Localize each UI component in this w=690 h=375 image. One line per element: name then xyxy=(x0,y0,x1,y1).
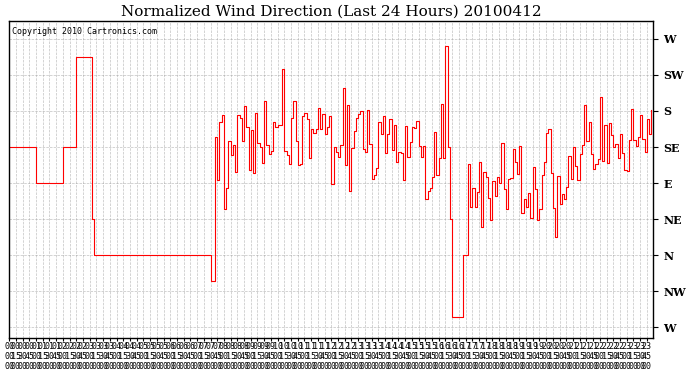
Title: Normalized Wind Direction (Last 24 Hours) 20100412: Normalized Wind Direction (Last 24 Hours… xyxy=(121,4,542,18)
Text: Copyright 2010 Cartronics.com: Copyright 2010 Cartronics.com xyxy=(12,27,157,36)
